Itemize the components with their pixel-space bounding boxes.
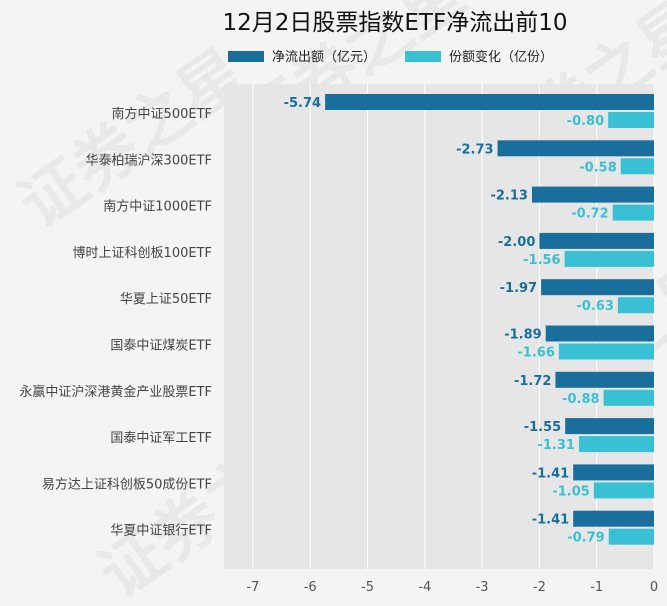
x-tick-label: -6 xyxy=(304,580,317,595)
value-label-share-change: -0.88 xyxy=(562,392,599,407)
x-tick-label: -5 xyxy=(361,580,374,595)
value-label-share-change: -0.79 xyxy=(567,531,604,546)
category-labels: 南方中证500ETF 华泰柏瑞沪深300ETF 南方中证1000ETF 博时上证科创板… xyxy=(19,106,212,539)
category-label: 华夏上证50ETF xyxy=(120,292,212,307)
value-label-outflow: -2.00 xyxy=(498,235,535,250)
bar-outflow xyxy=(555,371,654,388)
x-tick-label: -3 xyxy=(476,580,489,595)
category-label: 南方中证1000ETF xyxy=(103,199,212,215)
value-label-share-change: -0.58 xyxy=(579,160,616,175)
value-label-outflow: -1.97 xyxy=(500,281,537,296)
bar-outflow xyxy=(573,464,654,481)
bar-share-change xyxy=(620,158,654,175)
value-label-outflow: -1.41 xyxy=(532,466,569,481)
chart-title: 12月2日股票指数ETF净流出前10 xyxy=(223,10,568,36)
bar-share-change xyxy=(608,112,654,128)
value-label-outflow: -1.41 xyxy=(532,513,569,528)
bar-outflow xyxy=(539,232,654,249)
value-label-outflow: -1.89 xyxy=(504,328,541,343)
x-tick-label: 0 xyxy=(650,580,658,595)
value-label-share-change: -1.56 xyxy=(523,253,560,268)
legend: 净流出额（亿元） 份额变化（亿份） xyxy=(228,49,553,65)
category-label: 国泰中证煤炭ETF xyxy=(110,339,212,354)
bar-outflow xyxy=(541,279,654,296)
value-label-share-change: -0.63 xyxy=(576,299,613,314)
value-label-share-change: -0.72 xyxy=(571,207,608,222)
category-label: 国泰中证军工ETF xyxy=(110,431,212,446)
bar-outflow xyxy=(531,186,654,203)
x-tick-label: -2 xyxy=(533,580,546,595)
legend-label-outflow: 净流出额（亿元） xyxy=(272,50,376,65)
legend-swatch-share-change xyxy=(405,51,441,62)
category-label: 南方中证500ETF xyxy=(112,106,212,122)
category-label: 博时上证科创板100ETF xyxy=(73,246,212,261)
bar-share-change xyxy=(603,389,654,406)
legend-swatch-outflow xyxy=(228,51,264,62)
bar-share-change xyxy=(558,343,654,360)
bar-share-change xyxy=(564,250,654,267)
bars: -5.74 -0.80 -2.73 -0.58 -2.13 -0.72 -2.00 -1.56… xyxy=(284,94,654,546)
bar-outflow xyxy=(573,510,654,527)
value-label-share-change: -1.66 xyxy=(517,346,554,361)
bar-outflow xyxy=(545,325,654,342)
bar-outflow xyxy=(325,94,654,110)
bar-share-change xyxy=(578,436,654,453)
bar-share-change xyxy=(608,528,654,545)
category-label: 永赢中证沪深港黄金产业股票ETF xyxy=(19,384,212,400)
value-label-outflow: -1.55 xyxy=(524,420,561,435)
x-axis-ticks: -7 -6 -5 -4 -3 -2 -1 0 xyxy=(246,580,658,595)
category-label: 易方达上证科创板50成份ETF xyxy=(42,476,212,492)
x-tick-label: -4 xyxy=(418,580,431,595)
value-label-outflow: -5.74 xyxy=(284,96,321,111)
value-label-share-change: -1.31 xyxy=(537,438,574,453)
value-label-outflow: -1.72 xyxy=(514,374,551,389)
category-label: 华夏中证银行ETF xyxy=(110,524,212,539)
bar-share-change xyxy=(617,297,654,314)
value-label-share-change: -1.05 xyxy=(552,484,589,499)
x-tick-label: -7 xyxy=(246,580,259,595)
value-label-outflow: -2.13 xyxy=(490,189,527,204)
x-tick-label: -1 xyxy=(590,580,603,595)
bar-share-change xyxy=(593,482,654,499)
legend-label-share-change: 份额变化（亿份） xyxy=(449,49,553,65)
category-label: 华泰柏瑞沪深300ETF xyxy=(86,152,212,168)
value-label-outflow: -2.73 xyxy=(456,142,493,157)
bar-share-change xyxy=(612,204,654,221)
bar-outflow xyxy=(497,140,654,157)
value-label-share-change: -0.80 xyxy=(567,114,604,129)
bar-outflow xyxy=(565,418,654,435)
